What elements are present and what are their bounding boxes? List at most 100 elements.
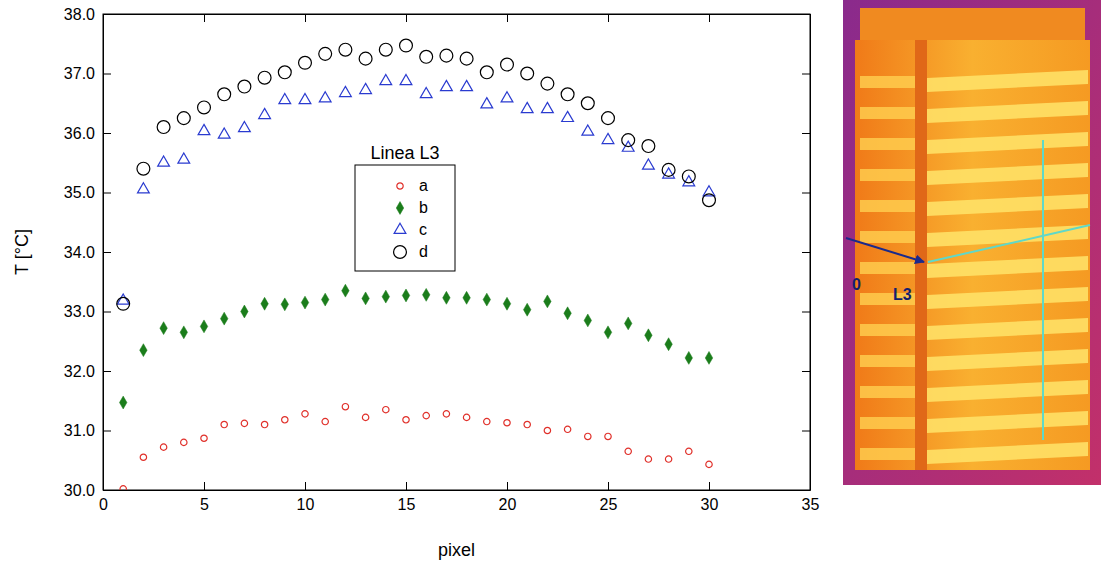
tick (608, 14, 609, 22)
point (339, 43, 352, 56)
profile-line (928, 225, 1090, 262)
point (177, 112, 190, 125)
stripe (927, 194, 1088, 216)
stripe (927, 132, 1088, 154)
point (158, 156, 170, 166)
point (523, 303, 530, 316)
legend-marker (394, 246, 407, 259)
profile-line (1042, 140, 1044, 440)
tick-mark (103, 371, 111, 372)
point (198, 101, 211, 114)
series-1 (119, 284, 712, 409)
tick-mark (608, 14, 609, 22)
point (501, 58, 514, 71)
stripe (927, 163, 1088, 185)
tick: 30.0 (64, 482, 111, 499)
point (138, 183, 150, 193)
point (665, 456, 671, 462)
point (420, 88, 432, 98)
point (400, 74, 412, 84)
battery-body (855, 40, 1090, 470)
point (340, 86, 352, 96)
point (443, 411, 449, 417)
tick-label: 36.0 (64, 125, 95, 142)
tick: 5 (200, 482, 209, 513)
tick: 31.0 (64, 422, 111, 439)
tick-label: 34.0 (64, 244, 95, 261)
point (160, 444, 166, 450)
point (160, 322, 167, 335)
stripe-left (860, 448, 915, 460)
point (261, 297, 268, 310)
tick: 30 (701, 482, 719, 513)
tick-mark (802, 490, 810, 491)
tick-label: 31.0 (64, 422, 95, 439)
tick-mark (802, 193, 810, 194)
y-axis: 30.031.032.033.034.035.036.037.038.0 (64, 6, 111, 499)
tick-label: 35 (802, 496, 820, 513)
tick: 36.0 (64, 125, 111, 142)
legend-title: Linea L3 (370, 143, 439, 163)
tick-mark (608, 482, 609, 490)
point (180, 326, 187, 339)
series-0 (120, 404, 712, 490)
point (662, 163, 675, 176)
legend: Linea L3abcd (355, 143, 455, 271)
point (181, 439, 187, 445)
tick (802, 74, 810, 75)
stripe-left (860, 76, 915, 88)
tick-label: 38.0 (64, 6, 95, 23)
point (342, 404, 348, 410)
tick-mark (103, 312, 111, 313)
axis-line (104, 490, 811, 491)
point (319, 47, 332, 60)
tick (802, 371, 810, 372)
point (622, 134, 635, 147)
stripe-left (860, 231, 915, 243)
tick-mark (709, 14, 710, 22)
tick-mark (507, 482, 508, 490)
point (440, 49, 453, 62)
point (703, 194, 716, 207)
point (178, 153, 190, 163)
point (521, 102, 533, 112)
tick-label: 35.0 (64, 184, 95, 201)
tick (406, 14, 407, 22)
point (140, 454, 146, 460)
point (241, 420, 247, 426)
point (581, 97, 594, 110)
tick-mark (406, 482, 407, 490)
point (379, 43, 392, 56)
tick: 38.0 (64, 6, 111, 23)
point (259, 108, 271, 118)
point (278, 66, 291, 79)
point (238, 80, 251, 93)
point (564, 426, 570, 432)
point (342, 284, 349, 297)
tick-label: 33.0 (64, 303, 95, 320)
point (645, 329, 652, 342)
stripe-left (860, 417, 915, 429)
point (321, 293, 328, 306)
point (562, 111, 574, 121)
tick (305, 14, 306, 22)
image-label: L3 (893, 286, 912, 303)
stripe (927, 101, 1088, 123)
point (541, 77, 554, 90)
point (258, 71, 271, 84)
point (483, 293, 490, 306)
point (643, 159, 655, 169)
tick-mark (802, 252, 810, 253)
stripe (927, 318, 1088, 340)
point (503, 297, 510, 310)
point (403, 417, 409, 423)
point (382, 290, 389, 303)
tick-mark (103, 74, 111, 75)
point (481, 98, 493, 108)
legend-label: b (419, 199, 428, 216)
stripe-left (860, 386, 915, 398)
point (420, 50, 433, 63)
tick-mark (103, 252, 111, 253)
image-label: 0 (852, 276, 861, 293)
axis-line (104, 14, 811, 15)
